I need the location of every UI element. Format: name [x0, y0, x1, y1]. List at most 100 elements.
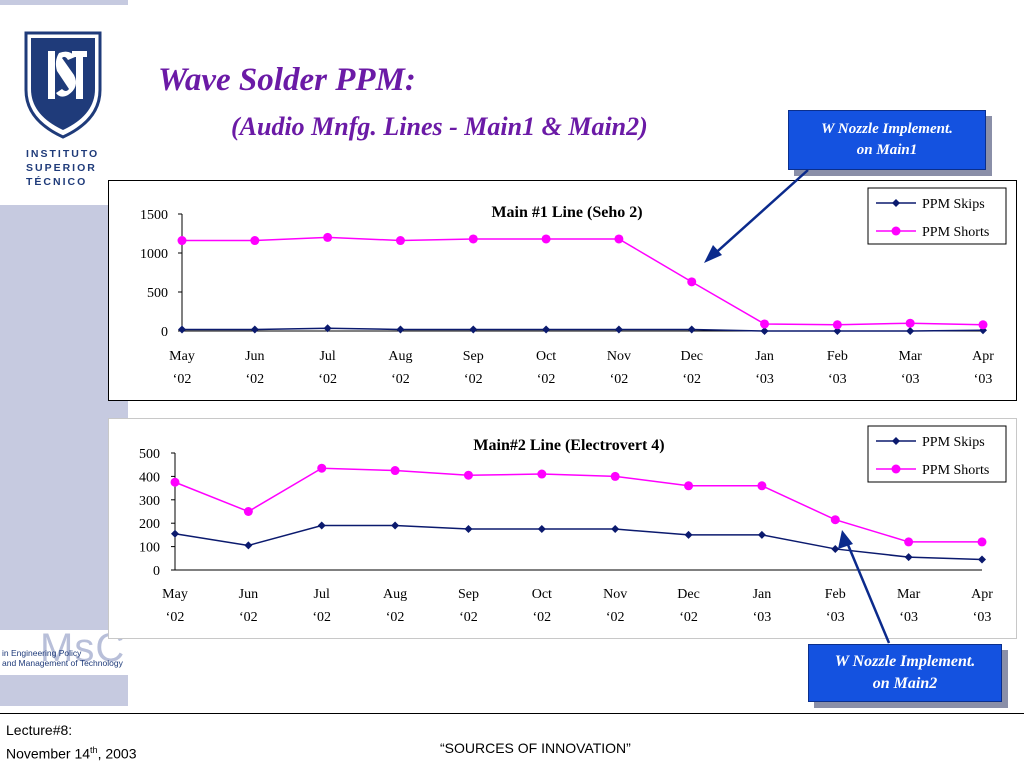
- ist-logo: INSTITUTO SUPERIOR TÉCNICO: [0, 5, 128, 205]
- legend-label: PPM Shorts: [922, 463, 989, 478]
- data-point-skips: [611, 525, 620, 534]
- arrow-main1-head: [704, 245, 722, 263]
- data-point-shorts: [537, 469, 547, 479]
- y-tick-label: 500: [147, 286, 168, 301]
- y-tick-label: 100: [139, 541, 160, 556]
- x-tick-label-year: ‘03: [899, 610, 918, 625]
- legend-marker-skips: [892, 199, 900, 207]
- data-point-skips: [906, 327, 915, 335]
- data-point-skips: [396, 325, 405, 334]
- x-tick-label-year: ‘03: [973, 610, 992, 625]
- footer-lecture: Lecture#8:: [6, 722, 73, 738]
- data-point-skips: [760, 327, 769, 335]
- data-point-skips: [684, 530, 693, 539]
- data-point-shorts: [170, 477, 180, 487]
- msc-logo-line: and Management of Technology: [2, 658, 123, 668]
- series-line-shorts: [174, 467, 982, 543]
- data-point-skips: [469, 325, 478, 334]
- data-point-skips: [831, 544, 840, 553]
- x-tick-label-month: Feb: [825, 587, 846, 602]
- slide-title: Wave Solder PPM:: [158, 62, 416, 98]
- legend-marker-skips: [892, 437, 900, 445]
- arrow-main2-shaft: [844, 539, 891, 644]
- x-tick-label-year: ‘02: [166, 610, 185, 625]
- x-tick-label-year: ‘02: [245, 372, 264, 387]
- data-point-shorts: [904, 537, 914, 547]
- callout-main1: W Nozzle Implement. on Main1: [788, 110, 986, 170]
- data-point-skips: [323, 324, 332, 333]
- legend-marker-shorts: [891, 226, 901, 236]
- data-point-skips: [614, 325, 623, 334]
- x-tick-label-month: Jun: [245, 349, 264, 364]
- data-point-skips: [757, 530, 766, 539]
- data-point-shorts: [830, 515, 840, 525]
- x-tick-label-year: ‘02: [459, 610, 478, 625]
- ist-shield-icon: [24, 31, 102, 139]
- data-point-shorts: [978, 320, 988, 330]
- x-tick-label-year: ‘02: [318, 372, 337, 387]
- x-tick-label-month: Aug: [388, 349, 412, 364]
- arrow-main2-head: [838, 530, 853, 549]
- x-tick-label-year: ‘02: [239, 610, 258, 625]
- footer-date: November 14th, 2003: [6, 740, 137, 764]
- data-point-shorts: [757, 481, 767, 491]
- sidebar: INSTITUTO SUPERIOR TÉCNICO MsC in Engine…: [0, 0, 128, 706]
- footer-date-suffix: , 2003: [97, 745, 137, 762]
- series-line-skips: [182, 327, 984, 332]
- series-line-shorts: [182, 236, 984, 326]
- data-point-skips: [537, 525, 546, 534]
- data-point-skips: [171, 529, 179, 538]
- x-tick-label-month: Mar: [897, 587, 921, 602]
- x-tick-label-month: Jan: [753, 587, 772, 602]
- x-tick-label-month: Oct: [532, 587, 552, 602]
- legend-marker-shorts: [891, 464, 901, 474]
- x-tick-label-month: Apr: [971, 587, 993, 602]
- data-point-skips: [244, 541, 253, 550]
- data-point-skips: [250, 325, 259, 334]
- data-point-skips: [317, 521, 326, 530]
- callout-main2: W Nozzle Implement. on Main2: [808, 644, 1002, 702]
- y-tick-label: 0: [161, 325, 168, 340]
- callout-line: on Main1: [856, 142, 918, 158]
- y-tick-label: 400: [139, 470, 160, 485]
- x-tick-label-year: ‘03: [974, 372, 993, 387]
- data-point-shorts: [905, 318, 915, 328]
- callout-line: W Nozzle Implement.: [834, 653, 976, 670]
- chart-main1-frame: [108, 180, 1017, 401]
- x-tick-label-year: ‘02: [610, 372, 629, 387]
- x-tick-label-year: ‘03: [755, 372, 774, 387]
- x-tick-label-month: Jan: [755, 349, 774, 364]
- y-tick-label: 0: [153, 564, 160, 579]
- x-tick-label-year: ‘02: [386, 610, 405, 625]
- x-tick-label-month: May: [162, 587, 188, 602]
- slide-subtitle: (Audio Mnfg. Lines - Main1 & Main2): [231, 112, 648, 141]
- x-tick-label-month: Nov: [607, 349, 631, 364]
- data-point-shorts: [687, 277, 697, 287]
- x-tick-label-month: Oct: [536, 349, 556, 364]
- logo-line: INSTITUTO: [26, 148, 100, 160]
- data-point-shorts: [323, 232, 333, 242]
- x-tick-label-year: ‘03: [901, 372, 920, 387]
- x-tick-label-month: Mar: [899, 349, 923, 364]
- x-tick-label-month: Sep: [458, 587, 479, 602]
- x-tick-label-month: Jul: [319, 349, 335, 364]
- data-point-shorts: [760, 319, 770, 329]
- x-tick-label-month: Sep: [463, 349, 484, 364]
- legend-box: [867, 187, 1007, 245]
- data-point-skips: [978, 555, 986, 564]
- data-point-shorts: [463, 470, 473, 480]
- legend-label: PPM Skips: [922, 435, 985, 450]
- data-point-shorts: [243, 507, 253, 516]
- x-tick-label-year: ‘03: [753, 610, 772, 625]
- callout-line: W Nozzle Implement.: [821, 121, 953, 137]
- y-tick-label: 1500: [140, 208, 168, 223]
- legend-label: PPM Skips: [922, 197, 985, 212]
- x-tick-label-year: ‘03: [826, 610, 845, 625]
- data-point-shorts: [541, 234, 551, 244]
- data-point-shorts: [832, 320, 842, 330]
- x-tick-label-month: Feb: [827, 349, 848, 364]
- x-tick-label-month: Jun: [239, 587, 258, 602]
- data-point-shorts: [395, 236, 405, 246]
- data-point-skips: [391, 521, 400, 530]
